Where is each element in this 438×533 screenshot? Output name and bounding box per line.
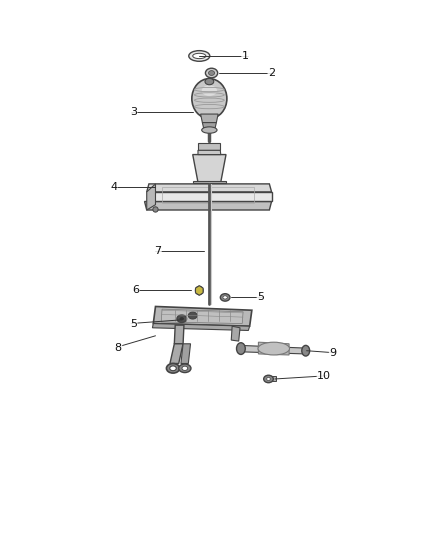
Ellipse shape (166, 364, 180, 373)
Text: 2: 2 (268, 68, 275, 78)
Polygon shape (153, 306, 252, 326)
Polygon shape (161, 309, 243, 324)
Text: 3: 3 (130, 107, 137, 117)
Ellipse shape (153, 207, 158, 212)
Ellipse shape (170, 366, 176, 371)
Polygon shape (198, 150, 221, 155)
Ellipse shape (264, 375, 273, 383)
Polygon shape (181, 344, 191, 364)
Ellipse shape (180, 317, 184, 320)
Polygon shape (195, 286, 203, 295)
Ellipse shape (195, 286, 203, 295)
Ellipse shape (193, 53, 206, 59)
Ellipse shape (237, 343, 245, 354)
Polygon shape (152, 324, 250, 330)
Text: 5: 5 (130, 319, 137, 328)
Text: 6: 6 (132, 286, 139, 295)
Polygon shape (202, 123, 216, 130)
Polygon shape (170, 344, 183, 364)
Ellipse shape (177, 315, 187, 322)
Ellipse shape (223, 296, 227, 299)
Text: 8: 8 (115, 343, 122, 352)
Ellipse shape (205, 68, 218, 78)
Ellipse shape (188, 312, 197, 319)
Ellipse shape (182, 366, 187, 370)
Polygon shape (266, 376, 276, 381)
Ellipse shape (201, 127, 217, 133)
Text: 1: 1 (242, 51, 249, 61)
Ellipse shape (267, 377, 270, 381)
Ellipse shape (258, 342, 290, 355)
Polygon shape (147, 184, 155, 210)
Ellipse shape (192, 78, 227, 119)
Polygon shape (193, 155, 226, 182)
Ellipse shape (201, 85, 217, 96)
Ellipse shape (179, 364, 191, 373)
Ellipse shape (205, 78, 214, 85)
Polygon shape (231, 326, 240, 341)
Polygon shape (147, 192, 272, 201)
Text: 10: 10 (317, 371, 331, 381)
Ellipse shape (189, 51, 210, 61)
Polygon shape (174, 325, 184, 344)
Polygon shape (201, 114, 218, 123)
Text: 4: 4 (110, 182, 117, 191)
Text: 9: 9 (329, 348, 336, 358)
Polygon shape (193, 181, 226, 183)
Polygon shape (147, 184, 272, 192)
Text: 5: 5 (257, 293, 264, 302)
Polygon shape (145, 201, 272, 210)
Ellipse shape (220, 294, 230, 301)
Text: 7: 7 (154, 246, 161, 255)
Polygon shape (240, 345, 304, 354)
Ellipse shape (302, 345, 310, 356)
Polygon shape (258, 342, 289, 355)
Ellipse shape (208, 70, 215, 76)
Polygon shape (198, 143, 220, 150)
